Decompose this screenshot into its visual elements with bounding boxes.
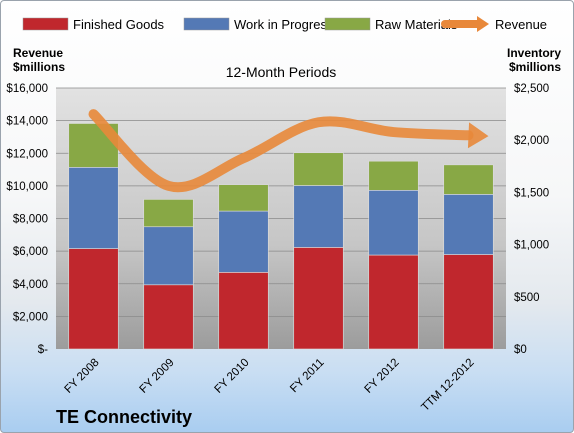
right-axis-title-line1: Inventory bbox=[507, 46, 561, 60]
right-axis-title-line2: $millions bbox=[509, 60, 561, 74]
bar-work-in-progress bbox=[143, 226, 194, 286]
revenue-line bbox=[88, 109, 489, 193]
bar-finished-goods bbox=[68, 248, 119, 350]
legend: Finished Goods Work in Progress Raw Materi… bbox=[22, 16, 547, 32]
left-tick-label: $2,000 bbox=[13, 311, 48, 323]
x-tick-label: TTM 12-2012 bbox=[419, 357, 476, 414]
right-tick-label: $0 bbox=[514, 344, 527, 356]
bar-raw-materials bbox=[218, 184, 269, 212]
left-axis-title-line2: $millions bbox=[13, 60, 65, 74]
bar-raw-materials bbox=[293, 152, 344, 186]
x-tick-label: FY 2009 bbox=[138, 357, 177, 396]
legend-label: Work in Progress bbox=[234, 17, 334, 32]
legend-swatch-work-in-progress bbox=[183, 17, 230, 31]
bar-finished-goods bbox=[218, 272, 269, 350]
bar-raw-materials bbox=[368, 160, 419, 191]
gridlines bbox=[56, 87, 506, 317]
bar-raw-materials bbox=[443, 164, 494, 195]
left-tick-label: $- bbox=[38, 344, 48, 356]
legend-label: Finished Goods bbox=[73, 17, 165, 32]
legend-label: Raw Materials bbox=[375, 17, 458, 32]
right-tick-label: $2,500 bbox=[514, 83, 549, 95]
bar-finished-goods bbox=[293, 247, 344, 350]
legend-swatch-raw-materials bbox=[324, 17, 371, 31]
legend-swatch-revenue-arrowhead bbox=[477, 16, 489, 32]
bar-work-in-progress bbox=[68, 167, 119, 249]
revenue-line-path bbox=[88, 109, 474, 193]
right-tick-label: $1,500 bbox=[514, 187, 549, 199]
bar-work-in-progress bbox=[293, 185, 344, 248]
x-tick-label: FY 2008 bbox=[63, 357, 102, 396]
company-name: TE Connectivity bbox=[56, 407, 192, 427]
x-tick-label: FY 2010 bbox=[213, 357, 252, 396]
revenue-line-arrowhead bbox=[467, 122, 489, 149]
right-tick-label: $1,000 bbox=[514, 240, 549, 252]
left-axis-title-line1: Revenue bbox=[13, 46, 63, 60]
x-tick-label: FY 2011 bbox=[288, 357, 326, 395]
left-tick-label: $6,000 bbox=[13, 246, 48, 258]
legend-label: Revenue bbox=[495, 17, 547, 32]
x-tick-label: FY 2012 bbox=[363, 357, 402, 396]
left-tick-label: $4,000 bbox=[13, 279, 48, 291]
bar-work-in-progress bbox=[443, 194, 494, 255]
right-tick-label: $500 bbox=[514, 292, 540, 304]
x-axis-ticks: FY 2008 FY 2009 FY 2010 FY 2011 FY 2012 TTM 1… bbox=[63, 357, 477, 414]
bar-work-in-progress bbox=[218, 210, 269, 273]
bar-finished-goods bbox=[143, 284, 194, 350]
chart-subtitle: 12-Month Periods bbox=[226, 64, 337, 80]
bar-raw-materials bbox=[143, 199, 194, 228]
left-tick-label: $12,000 bbox=[6, 148, 48, 160]
bar-finished-goods bbox=[443, 254, 494, 350]
bar-finished-goods bbox=[368, 254, 419, 350]
legend-swatch-finished-goods bbox=[22, 17, 69, 31]
left-tick-label: $10,000 bbox=[6, 181, 48, 193]
bar-work-in-progress bbox=[368, 190, 419, 256]
left-tick-label: $16,000 bbox=[6, 83, 48, 95]
left-tick-label: $14,000 bbox=[6, 116, 48, 128]
left-tick-label: $8,000 bbox=[13, 214, 48, 226]
left-axis-ticks: $- $2,000 $4,000 $6,000 $8,000 $10,000 $12,000… bbox=[6, 83, 48, 356]
right-axis-ticks: $0 $500 $1,000 $1,500 $2,000 $2,500 bbox=[514, 83, 549, 356]
right-tick-label: $2,000 bbox=[514, 135, 549, 147]
